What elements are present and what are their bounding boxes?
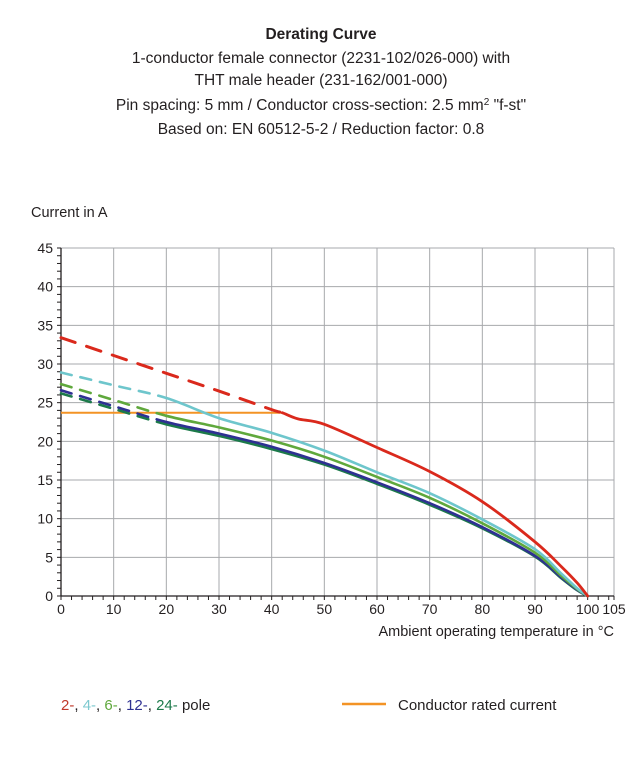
svg-text:70: 70	[422, 601, 438, 617]
svg-text:35: 35	[37, 317, 53, 333]
svg-text:40: 40	[264, 601, 280, 617]
svg-text:10: 10	[37, 511, 53, 527]
svg-text:105: 105	[602, 601, 626, 617]
svg-text:Current in A: Current in A	[31, 205, 108, 221]
svg-text:25: 25	[37, 395, 53, 411]
svg-text:10: 10	[106, 601, 122, 617]
svg-text:5: 5	[45, 549, 53, 565]
svg-text:30: 30	[37, 356, 53, 372]
svg-text:100: 100	[576, 601, 600, 617]
svg-text:90: 90	[527, 601, 543, 617]
svg-text:40: 40	[37, 279, 53, 295]
svg-text:0: 0	[45, 588, 53, 604]
svg-text:20: 20	[37, 433, 53, 449]
svg-text:60: 60	[369, 601, 385, 617]
svg-text:15: 15	[37, 472, 53, 488]
svg-text:0: 0	[57, 601, 65, 617]
svg-text:2-, 4-, 6-, 12-, 24- pole: 2-, 4-, 6-, 12-, 24- pole	[61, 697, 210, 714]
svg-text:80: 80	[475, 601, 491, 617]
svg-text:50: 50	[317, 601, 333, 617]
svg-text:Conductor rated current: Conductor rated current	[398, 697, 557, 714]
svg-text:Ambient operating temperature: Ambient operating temperature in °C	[378, 624, 614, 640]
svg-text:30: 30	[211, 601, 227, 617]
svg-text:45: 45	[37, 240, 53, 256]
svg-text:20: 20	[159, 601, 175, 617]
